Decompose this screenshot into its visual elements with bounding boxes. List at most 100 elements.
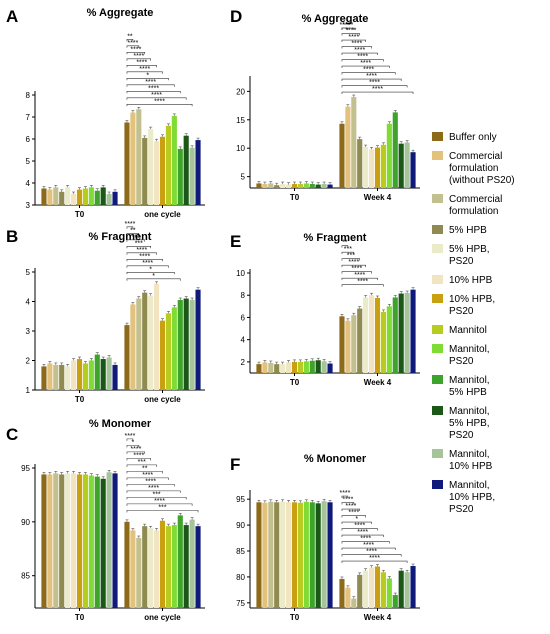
y-tick-label: 5 (26, 268, 31, 277)
significance-bracket (126, 490, 181, 493)
bar (53, 473, 59, 608)
bar (274, 364, 280, 373)
legend-label: 10% HPB (449, 275, 493, 286)
significance-label: ** (142, 465, 148, 472)
significance-bracket (341, 541, 390, 544)
x-group-label: T0 (75, 210, 85, 219)
significance-label: **** (151, 92, 162, 99)
legend-label: 5% HPB, (449, 244, 490, 255)
bar (262, 362, 268, 373)
significance-bracket (341, 27, 355, 30)
bar (345, 106, 351, 188)
legend-swatch (432, 294, 443, 303)
bar (321, 501, 327, 608)
bar (171, 115, 177, 205)
y-tick-label: 1 (26, 386, 31, 395)
significance-label: **** (366, 73, 377, 80)
y-tick-label: 4 (26, 179, 31, 188)
bar (100, 359, 106, 390)
significance-label: *** (138, 459, 146, 466)
legend-item: Mannitol,5% HPB,PS20 (432, 406, 490, 441)
significance-bracket (126, 52, 146, 55)
significance-label: * (149, 266, 152, 273)
bar (291, 184, 298, 188)
significance-bracket (126, 477, 169, 480)
panel-letter: D (230, 7, 242, 26)
y-tick-label: 85 (236, 547, 245, 556)
bar (106, 472, 112, 608)
bar (392, 112, 398, 188)
bar (374, 147, 381, 188)
legend-label: 5% HPB, (449, 418, 490, 429)
legend-label: Mannitol, (449, 480, 490, 491)
panel-letter: A (6, 7, 18, 26)
legend-label: Buffer only (449, 132, 497, 143)
significance-bracket (126, 65, 157, 68)
y-tick-label: 80 (236, 573, 245, 582)
bar (130, 304, 136, 390)
legend-swatch (432, 325, 443, 334)
significance-bracket (126, 71, 163, 74)
x-group-label: T0 (290, 613, 300, 622)
panel-title: % Fragment (304, 232, 367, 244)
significance-label: **** (124, 433, 135, 440)
significance-label: **** (348, 34, 359, 41)
y-tick-label: 4 (26, 298, 31, 307)
bar (136, 298, 142, 390)
significance-label: **** (154, 498, 165, 505)
bar (76, 189, 83, 205)
bar (327, 502, 333, 608)
significance-label: **** (354, 523, 365, 530)
bar (268, 363, 274, 373)
bar (165, 313, 171, 390)
bar (177, 515, 183, 608)
significance-label: **** (357, 54, 368, 61)
bar (280, 364, 286, 373)
bar (65, 366, 71, 390)
significance-label: **** (124, 221, 135, 228)
bar (76, 359, 83, 390)
x-group-label: T0 (290, 193, 300, 202)
bar (286, 502, 292, 608)
bar (59, 474, 65, 608)
bar (148, 295, 154, 390)
significance-label: **** (139, 253, 150, 260)
significance-bracket (126, 510, 199, 513)
bar (154, 530, 160, 608)
legend-item: Mannitol (432, 325, 487, 336)
y-tick-label: 6 (241, 313, 246, 322)
x-group-label: one cycle (144, 613, 181, 622)
significance-label: **** (354, 47, 365, 54)
y-tick-label: 95 (21, 464, 30, 473)
bar (303, 361, 309, 373)
bar (106, 194, 112, 205)
significance-bracket (341, 277, 378, 281)
bar (71, 473, 77, 608)
significance-bracket (341, 560, 408, 564)
significance-bracket (341, 245, 349, 248)
significance-bracket (126, 445, 140, 448)
significance-bracket (126, 272, 175, 275)
bar (256, 364, 262, 373)
panel-title: % Aggregate (302, 13, 369, 25)
legend-label: Mannitol, (449, 449, 490, 460)
bar (321, 184, 327, 188)
significance-bracket (341, 547, 396, 551)
significance-bracket (341, 258, 361, 261)
significance-bracket (341, 33, 361, 36)
bar (82, 188, 88, 205)
legend-label: formulation (449, 206, 498, 217)
legend-label: Commercial (449, 194, 502, 205)
bar (47, 189, 53, 205)
panel-title: % Monomer (89, 418, 152, 430)
significance-bracket (341, 91, 414, 95)
significance-bracket (126, 451, 146, 454)
bar (351, 598, 357, 608)
legend-label: Mannitol, (449, 344, 490, 355)
